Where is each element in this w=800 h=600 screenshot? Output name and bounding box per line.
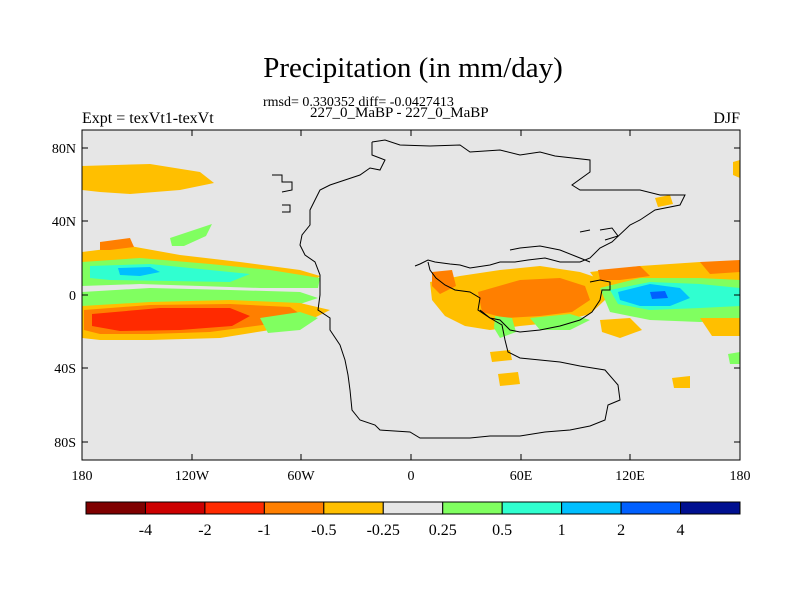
lat-label-40n: 40N	[52, 215, 76, 230]
lon-label-120w: 120W	[175, 469, 210, 484]
colorbar-swatch	[442, 501, 503, 515]
colorbar-swatch	[263, 501, 325, 515]
anomaly-indian-yellow	[600, 318, 642, 338]
colorbar-labels: -4 -2 -1 -0.5 -0.25 0.25 0.5 1 2 4	[139, 522, 685, 539]
lon-label-120e: 120E	[615, 469, 645, 484]
colorbar-label: -4	[139, 522, 152, 539]
anomaly-northeast-asia	[733, 160, 740, 178]
anomaly-nw-pacific-small	[655, 195, 673, 207]
anomaly-pacific-green-north	[170, 224, 212, 246]
anomaly-sw-pacific-yellow	[700, 318, 740, 336]
lon-ticks	[81, 130, 741, 460]
colorbar-label: -0.25	[367, 522, 400, 539]
colorbar-swatch	[323, 501, 384, 515]
anomaly-indian-green	[530, 314, 590, 330]
colorbar	[85, 501, 741, 515]
lon-label-180-left: 180	[72, 469, 93, 484]
colorbar-label: 2	[617, 522, 625, 539]
lat-label-80s: 80S	[54, 436, 76, 451]
colorbar-label: -0.5	[311, 522, 336, 539]
colorbar-swatch	[85, 501, 146, 515]
season-label: DJF	[713, 110, 740, 127]
anomaly-south-pacific-green-east	[260, 312, 318, 333]
anomaly-pacific-orange-north	[100, 238, 134, 250]
coastline-africa	[427, 261, 611, 333]
colorbar-swatch	[680, 501, 741, 515]
lat-tick-labels: 80N 40N 0 40S 80S	[52, 142, 76, 451]
colorbar-label: 4	[677, 522, 685, 539]
anomaly-southern-africa-green	[494, 316, 516, 338]
anomaly-pacific-blue	[118, 267, 160, 276]
chart-title: Precipitation (in mm/day)	[263, 52, 563, 84]
colorbar-label: 1	[558, 522, 566, 539]
anomaly-wpac-orange	[598, 266, 650, 280]
coastline-arabia-india	[509, 245, 591, 263]
colorbar-swatch	[382, 501, 444, 515]
lat-label-40s: 40S	[54, 362, 76, 377]
colorbar-label: 0.25	[429, 522, 457, 539]
lon-label-0: 0	[408, 469, 415, 484]
anomaly-dateline-orange	[700, 260, 740, 274]
anomaly-wpac-deep-blue	[650, 291, 668, 299]
lon-label-180-right: 180	[730, 469, 751, 484]
coastline	[272, 139, 686, 439]
coastline-east-asia	[579, 227, 619, 241]
lat-ticks	[82, 147, 740, 443]
coastline-arctic-islands	[272, 174, 293, 213]
anomaly-south-pacific-red	[92, 308, 250, 331]
lat-label-80n: 80N	[52, 142, 76, 157]
colorbar-swatch	[561, 501, 622, 515]
colorbar-label: -2	[198, 522, 211, 539]
experiment-label: Expt = texVt1-texVt	[82, 110, 214, 127]
subtitle: 227_0_MaBP - 227_0_MaBP	[310, 105, 489, 121]
anomaly-north-pacific	[82, 164, 214, 194]
anomaly-south-africa-yellow	[490, 350, 512, 362]
lon-label-60e: 60E	[510, 469, 533, 484]
anomaly-africa-orange	[478, 278, 590, 318]
lon-label-60w: 60W	[287, 469, 315, 484]
lon-tick-labels: 180 120W 60W 0 60E 120E 180	[72, 469, 751, 484]
lat-label-0: 0	[69, 289, 76, 304]
anomaly-sw-pacific-green	[728, 352, 740, 364]
anomaly-madagascar-yellow	[498, 372, 520, 386]
anomaly-south-indian-yellow	[672, 376, 690, 388]
colorbar-swatch	[501, 501, 563, 515]
colorbar-label: -1	[258, 522, 271, 539]
stats-line: rmsd= 0.330352 diff= -0.0427413	[263, 95, 454, 110]
colorbar-label: 0.5	[492, 522, 512, 539]
coastline-americas	[299, 139, 686, 439]
colorbar-swatch	[204, 501, 265, 515]
colorbar-swatch	[620, 501, 682, 515]
colorbar-swatch	[144, 501, 206, 515]
